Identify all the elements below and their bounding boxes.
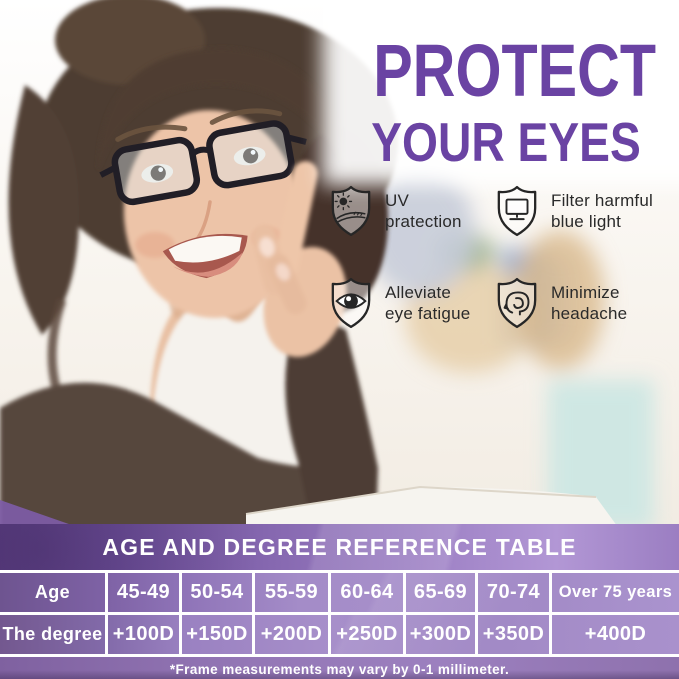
woman-photo-illustration bbox=[0, 0, 679, 530]
degree-value-cell: +100D bbox=[105, 615, 179, 654]
degree-value-cell: +250D bbox=[328, 615, 403, 654]
eyeglasses bbox=[99, 120, 307, 206]
headline-line1: PROTECT bbox=[373, 29, 657, 112]
age-range-cell: 65-69 bbox=[403, 573, 475, 612]
laptop bbox=[246, 487, 620, 530]
age-range-cell: 70-74 bbox=[475, 573, 549, 612]
feature-label: Minimize headache bbox=[551, 282, 628, 323]
feature-label: Filter harmful blue light bbox=[551, 190, 653, 231]
age-header-cell: Age bbox=[34, 582, 71, 602]
feature-headache: Minimize headache bbox=[495, 276, 679, 330]
sweater bbox=[0, 322, 378, 530]
feature-label: Alleviate eye fatigue bbox=[385, 282, 471, 323]
degree-value-cell: +400D bbox=[549, 615, 679, 654]
table-title: AGE AND DEGREE REFERENCE TABLE bbox=[0, 524, 679, 570]
age-range-cell: Over 75 years bbox=[549, 573, 679, 612]
feature-list: UV pratection Filter harmful blue light bbox=[329, 184, 679, 330]
feature-blue-light-filter: Filter harmful blue light bbox=[495, 184, 679, 238]
hand bbox=[252, 161, 347, 357]
page-title: PROTECT YOUR EYES bbox=[340, 34, 672, 170]
headline-line2: YOUR EYES bbox=[371, 111, 641, 173]
smile bbox=[162, 233, 248, 279]
age-range-cell: 50-54 bbox=[179, 573, 252, 612]
footnote: *Frame measurements may vary by 0-1 mill… bbox=[0, 654, 679, 679]
feature-eye-fatigue: Alleviate eye fatigue bbox=[329, 276, 495, 330]
table-row-degree: The degree +100D +150D +200D +250D +300D… bbox=[0, 612, 679, 654]
feature-uv-protection: UV pratection bbox=[329, 184, 495, 238]
reference-table: AGE AND DEGREE REFERENCE TABLE Age 45-49… bbox=[0, 524, 679, 679]
shield-eye-icon bbox=[331, 277, 371, 329]
feature-label: UV pratection bbox=[385, 190, 462, 231]
table-row-age: Age 45-49 50-54 55-59 60-64 65-69 70-74 … bbox=[0, 570, 679, 612]
shield-sun-icon bbox=[331, 185, 371, 237]
degree-value-cell: +150D bbox=[179, 615, 252, 654]
degree-value-cell: +200D bbox=[252, 615, 328, 654]
degree-value-cell: +300D bbox=[403, 615, 475, 654]
degree-value-cell: +350D bbox=[475, 615, 549, 654]
age-range-cell: 55-59 bbox=[252, 573, 328, 612]
age-range-cell: 45-49 bbox=[105, 573, 179, 612]
age-range-cell: 60-64 bbox=[328, 573, 403, 612]
degree-header-cell: The degree bbox=[2, 624, 103, 644]
shield-head-icon bbox=[497, 277, 537, 329]
shield-monitor-icon bbox=[497, 185, 537, 237]
